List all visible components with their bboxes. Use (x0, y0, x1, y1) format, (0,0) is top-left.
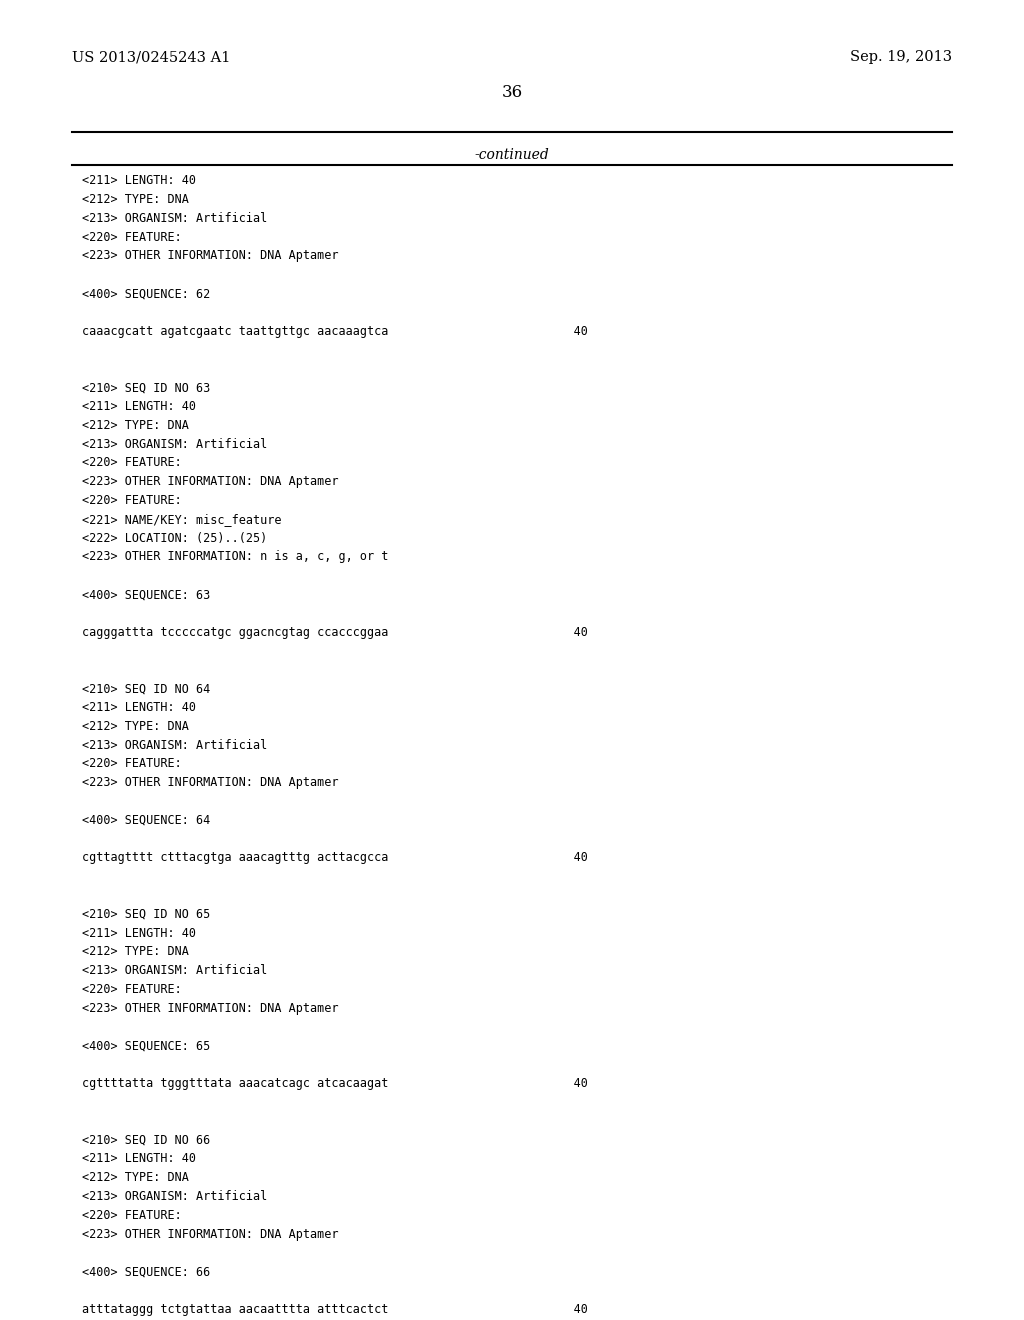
Text: <210> SEQ ID NO 63: <210> SEQ ID NO 63 (82, 381, 210, 395)
Text: cagggattta tcccccatgc ggacncgtag ccacccggaa                          40: cagggattta tcccccatgc ggacncgtag ccacccg… (82, 626, 588, 639)
Text: <223> OTHER INFORMATION: DNA Aptamer: <223> OTHER INFORMATION: DNA Aptamer (82, 249, 338, 263)
Text: 36: 36 (502, 84, 522, 102)
Text: <223> OTHER INFORMATION: DNA Aptamer: <223> OTHER INFORMATION: DNA Aptamer (82, 776, 338, 789)
Text: <210> SEQ ID NO 65: <210> SEQ ID NO 65 (82, 908, 210, 921)
Text: <212> TYPE: DNA: <212> TYPE: DNA (82, 1171, 188, 1184)
Text: <400> SEQUENCE: 62: <400> SEQUENCE: 62 (82, 288, 210, 300)
Text: <223> OTHER INFORMATION: n is a, c, g, or t: <223> OTHER INFORMATION: n is a, c, g, o… (82, 550, 388, 564)
Text: <211> LENGTH: 40: <211> LENGTH: 40 (82, 400, 196, 413)
Text: <211> LENGTH: 40: <211> LENGTH: 40 (82, 1152, 196, 1166)
Text: <212> TYPE: DNA: <212> TYPE: DNA (82, 945, 188, 958)
Text: <210> SEQ ID NO 66: <210> SEQ ID NO 66 (82, 1134, 210, 1147)
Text: cgttagtttt ctttacgtga aaacagtttg acttacgcca                          40: cgttagtttt ctttacgtga aaacagtttg acttacg… (82, 851, 588, 865)
Text: Sep. 19, 2013: Sep. 19, 2013 (850, 50, 952, 65)
Text: <211> LENGTH: 40: <211> LENGTH: 40 (82, 701, 196, 714)
Text: <400> SEQUENCE: 66: <400> SEQUENCE: 66 (82, 1265, 210, 1278)
Text: <220> FEATURE:: <220> FEATURE: (82, 231, 181, 244)
Text: <400> SEQUENCE: 64: <400> SEQUENCE: 64 (82, 813, 210, 826)
Text: -continued: -continued (475, 148, 549, 162)
Text: <220> FEATURE:: <220> FEATURE: (82, 457, 181, 470)
Text: <213> ORGANISM: Artificial: <213> ORGANISM: Artificial (82, 211, 267, 224)
Text: <400> SEQUENCE: 65: <400> SEQUENCE: 65 (82, 1040, 210, 1052)
Text: <212> TYPE: DNA: <212> TYPE: DNA (82, 418, 188, 432)
Text: <220> FEATURE:: <220> FEATURE: (82, 758, 181, 771)
Text: cgttttatta tgggtttata aaacatcagc atcacaagat                          40: cgttttatta tgggtttata aaacatcagc atcacaa… (82, 1077, 588, 1090)
Text: <220> FEATURE:: <220> FEATURE: (82, 1209, 181, 1222)
Text: <221> NAME/KEY: misc_feature: <221> NAME/KEY: misc_feature (82, 513, 282, 525)
Text: <223> OTHER INFORMATION: DNA Aptamer: <223> OTHER INFORMATION: DNA Aptamer (82, 1002, 338, 1015)
Text: <212> TYPE: DNA: <212> TYPE: DNA (82, 193, 188, 206)
Text: <213> ORGANISM: Artificial: <213> ORGANISM: Artificial (82, 1191, 267, 1203)
Text: <220> FEATURE:: <220> FEATURE: (82, 494, 181, 507)
Text: atttataggg tctgtattaa aacaatttta atttcactct                          40: atttataggg tctgtattaa aacaatttta atttcac… (82, 1303, 588, 1316)
Text: <223> OTHER INFORMATION: DNA Aptamer: <223> OTHER INFORMATION: DNA Aptamer (82, 475, 338, 488)
Text: <213> ORGANISM: Artificial: <213> ORGANISM: Artificial (82, 964, 267, 977)
Text: <222> LOCATION: (25)..(25): <222> LOCATION: (25)..(25) (82, 532, 267, 545)
Text: <213> ORGANISM: Artificial: <213> ORGANISM: Artificial (82, 438, 267, 450)
Text: <400> SEQUENCE: 63: <400> SEQUENCE: 63 (82, 589, 210, 601)
Text: <211> LENGTH: 40: <211> LENGTH: 40 (82, 927, 196, 940)
Text: <213> ORGANISM: Artificial: <213> ORGANISM: Artificial (82, 739, 267, 751)
Text: <212> TYPE: DNA: <212> TYPE: DNA (82, 719, 188, 733)
Text: <220> FEATURE:: <220> FEATURE: (82, 983, 181, 997)
Text: <223> OTHER INFORMATION: DNA Aptamer: <223> OTHER INFORMATION: DNA Aptamer (82, 1228, 338, 1241)
Text: <210> SEQ ID NO 64: <210> SEQ ID NO 64 (82, 682, 210, 696)
Text: caaacgcatt agatcgaatc taattgttgc aacaaagtca                          40: caaacgcatt agatcgaatc taattgttgc aacaaag… (82, 325, 588, 338)
Text: <211> LENGTH: 40: <211> LENGTH: 40 (82, 174, 196, 187)
Text: US 2013/0245243 A1: US 2013/0245243 A1 (72, 50, 230, 65)
